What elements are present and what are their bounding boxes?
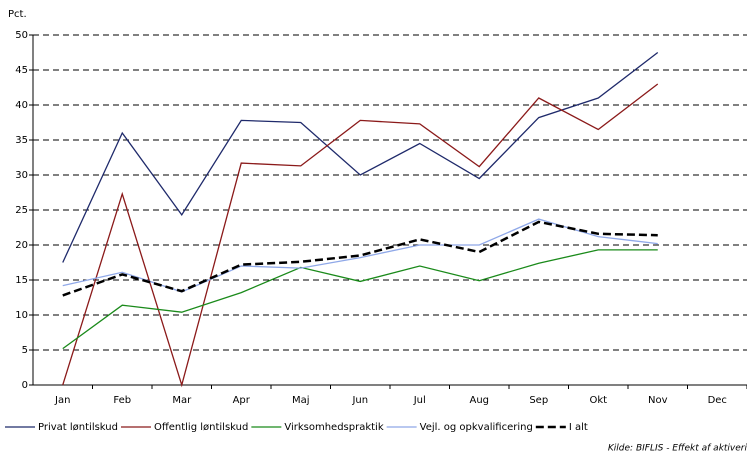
series-line [62, 83, 659, 388]
x-tick-label: Apr [233, 395, 251, 406]
x-tick-label: Dec [708, 395, 727, 406]
y-tick-label: 45 [15, 65, 28, 76]
y-tick-label: 15 [15, 275, 28, 286]
x-tick-label: Feb [113, 395, 131, 406]
series-line [62, 249, 658, 350]
legend-label: Privat løntilskud [38, 422, 118, 433]
legend-label: I alt [569, 422, 588, 433]
x-tick-label: Jun [351, 395, 368, 406]
source-note: Kilde: BIFLIS - Effekt af aktiveri [608, 444, 747, 454]
x-tick-label: Jul [413, 395, 426, 406]
y-tick-label: 25 [15, 205, 28, 216]
x-tick-label: Sep [529, 395, 548, 406]
y-tick-label: 20 [15, 240, 28, 251]
y-tick-label: 10 [15, 310, 28, 321]
y-axis-label: Pct. [8, 9, 27, 20]
legend-label: Offentlig løntilskud [154, 422, 248, 433]
x-tick-label: Mar [172, 395, 192, 406]
legend-label: Virksomhedspraktik [284, 422, 383, 433]
x-tick-label: Nov [648, 395, 668, 406]
x-tick-label: Maj [292, 395, 310, 406]
y-tick-label: 5 [22, 345, 28, 356]
y-tick-label: 35 [15, 135, 28, 146]
y-tick-label: 50 [15, 30, 28, 41]
legend-label: Vejl. og opkvalificering [420, 422, 533, 433]
y-tick-label: 0 [22, 380, 28, 391]
x-tick-label: Okt [589, 395, 607, 406]
series-line [62, 51, 659, 263]
x-tick-label: Jan [54, 395, 70, 406]
y-tick-label: 30 [15, 170, 28, 181]
y-tick-label: 40 [15, 100, 28, 111]
series-line [62, 220, 658, 297]
x-tick-label: Aug [469, 395, 489, 406]
